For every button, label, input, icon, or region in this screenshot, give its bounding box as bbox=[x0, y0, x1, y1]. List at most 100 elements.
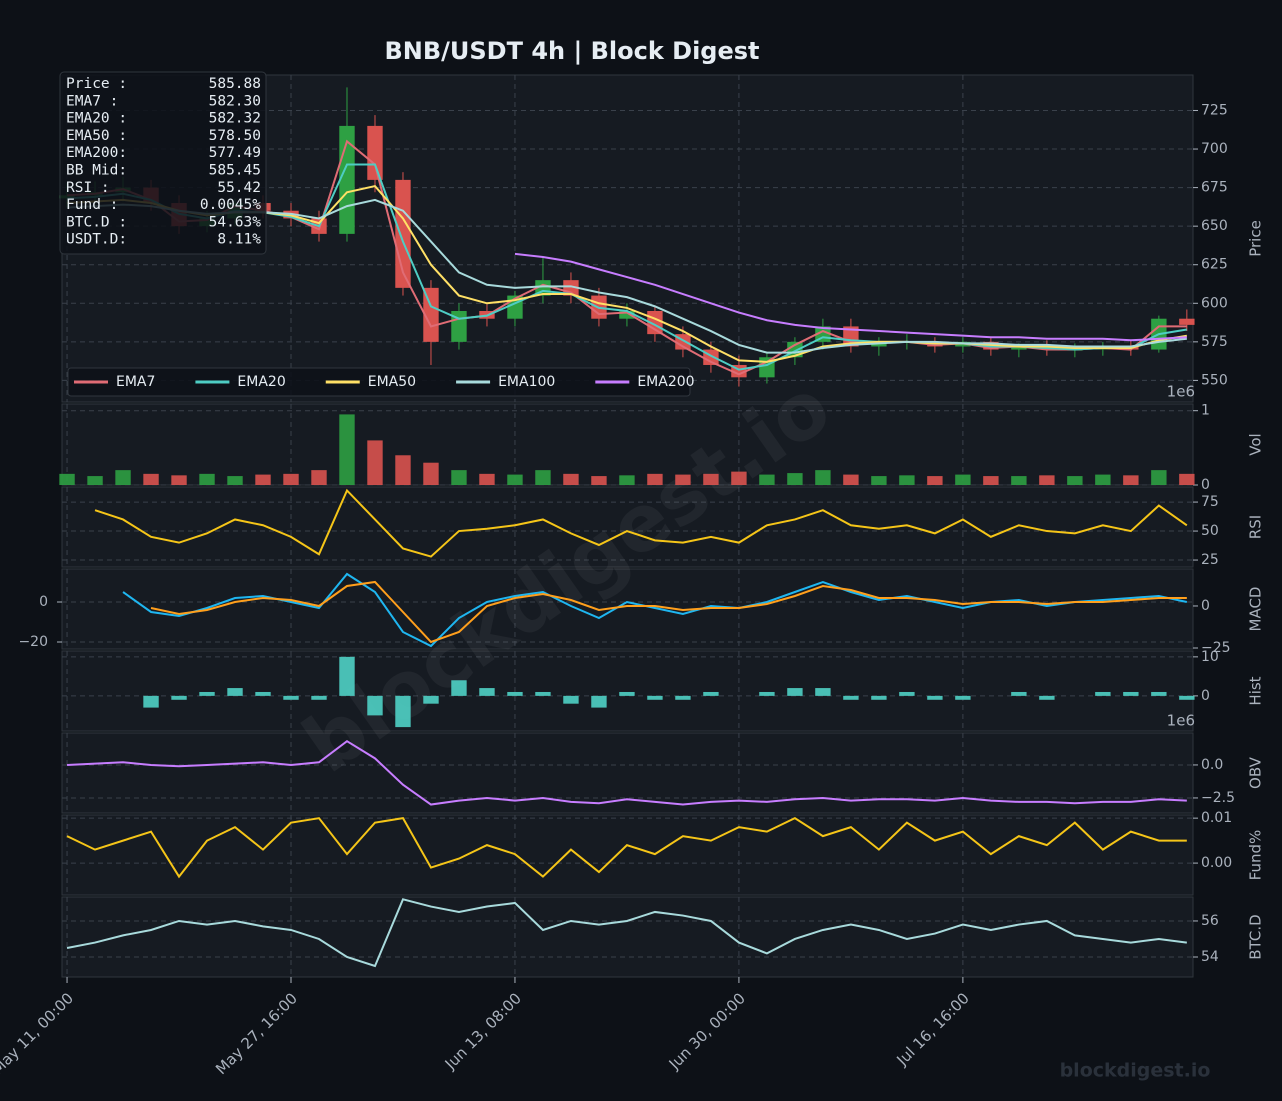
chart-title: BNB/USDT 4h | Block Digest bbox=[384, 37, 759, 65]
bar bbox=[171, 695, 187, 700]
legend-label: EMA7 bbox=[116, 374, 155, 390]
bar bbox=[255, 691, 271, 696]
bar bbox=[1151, 691, 1167, 696]
y-tick-label: 0 bbox=[1201, 477, 1210, 493]
bar bbox=[647, 695, 663, 700]
line-series bbox=[122, 572, 1188, 648]
bar bbox=[227, 476, 243, 485]
bar bbox=[871, 695, 887, 700]
bar bbox=[787, 473, 803, 485]
bar bbox=[507, 474, 523, 485]
info-value: 585.88 bbox=[209, 76, 261, 92]
y-tick-label: −2.5 bbox=[1201, 790, 1235, 806]
info-value: 8.11% bbox=[217, 232, 261, 248]
bar bbox=[871, 476, 887, 485]
y-tick-label: 10 bbox=[1201, 649, 1219, 665]
footer-watermark: blockdigest.io bbox=[1060, 1060, 1211, 1082]
bar bbox=[703, 473, 719, 485]
bar bbox=[1179, 695, 1195, 700]
bar bbox=[899, 475, 915, 485]
bar bbox=[339, 656, 355, 696]
y-tick-label: 0 bbox=[39, 594, 48, 610]
bar bbox=[1011, 476, 1027, 485]
bar bbox=[535, 470, 551, 485]
bar bbox=[955, 695, 971, 700]
info-value: 0.0045% bbox=[200, 197, 261, 213]
offset-label: 1e6 bbox=[1167, 383, 1195, 401]
bar bbox=[927, 695, 943, 700]
bar bbox=[591, 476, 607, 485]
bar bbox=[255, 474, 271, 485]
y-axis-label: RSI bbox=[1247, 515, 1265, 539]
info-value: 582.32 bbox=[209, 111, 261, 127]
info-label: Price : bbox=[66, 76, 127, 92]
info-value: 54.63% bbox=[209, 214, 262, 230]
line-series bbox=[66, 817, 1187, 879]
line-series bbox=[94, 488, 1188, 558]
bar bbox=[367, 440, 383, 485]
bar bbox=[591, 695, 607, 708]
bar bbox=[759, 691, 775, 696]
legend-box bbox=[67, 367, 691, 397]
legend-label: EMA50 bbox=[368, 374, 416, 390]
bar bbox=[87, 476, 103, 485]
info-label: EMA50 : bbox=[66, 128, 127, 144]
candle-body bbox=[619, 310, 635, 319]
y-axis-label: Hist bbox=[1247, 676, 1265, 705]
info-label: USDT.D: bbox=[66, 232, 127, 248]
candle-body bbox=[1011, 346, 1027, 350]
y-tick-label: 25 bbox=[1201, 552, 1219, 568]
info-box bbox=[59, 71, 267, 255]
bar bbox=[1151, 470, 1167, 485]
y-axis-label: OBV bbox=[1247, 756, 1265, 789]
bar bbox=[983, 476, 999, 485]
y-tick-label: 0.0 bbox=[1201, 757, 1223, 773]
bar bbox=[1123, 691, 1139, 696]
y-tick-label: 725 bbox=[1201, 102, 1228, 118]
panel-background bbox=[61, 814, 1194, 896]
bar bbox=[283, 695, 299, 700]
panel-background bbox=[61, 896, 1194, 978]
bar bbox=[675, 474, 691, 485]
bar bbox=[1123, 475, 1139, 485]
y-tick-label: 54 bbox=[1201, 949, 1219, 965]
line-series bbox=[66, 898, 1187, 968]
bar bbox=[563, 473, 579, 485]
candle-body bbox=[423, 287, 439, 342]
y-axis-label: Fund% bbox=[1247, 830, 1265, 881]
bar bbox=[283, 473, 299, 485]
info-value: 578.50 bbox=[209, 128, 261, 144]
y-tick-label: 56 bbox=[1201, 913, 1219, 929]
y-tick-label: 575 bbox=[1201, 334, 1228, 350]
y-axis-label: BTC.D bbox=[1247, 914, 1265, 959]
bar bbox=[899, 691, 915, 696]
y2-tick-label: −25 bbox=[1201, 640, 1231, 656]
y-tick-label: 600 bbox=[1201, 295, 1228, 311]
info-label: BTC.D : bbox=[66, 214, 127, 230]
info-value: 582.30 bbox=[209, 93, 261, 109]
bar bbox=[1179, 473, 1195, 485]
info-value: 55.42 bbox=[217, 180, 261, 196]
info-label: RSI : bbox=[66, 180, 110, 196]
bar bbox=[59, 473, 75, 485]
panel-background bbox=[61, 403, 1194, 486]
info-label: Fund : bbox=[66, 197, 118, 213]
line-series bbox=[150, 580, 1187, 644]
bar bbox=[843, 695, 859, 700]
bar bbox=[143, 473, 159, 485]
offset-label: 1e6 bbox=[1167, 712, 1195, 730]
candle-body bbox=[367, 125, 383, 180]
bar bbox=[843, 474, 859, 485]
bar bbox=[115, 470, 131, 485]
bar bbox=[1095, 474, 1111, 485]
bar bbox=[479, 688, 495, 696]
info-value: 577.49 bbox=[209, 145, 261, 161]
bar bbox=[339, 414, 355, 485]
bar bbox=[507, 691, 523, 696]
y-axis-label: Price bbox=[1247, 220, 1265, 257]
bar bbox=[311, 470, 327, 485]
legend-label: EMA100 bbox=[498, 374, 555, 390]
bar bbox=[535, 691, 551, 696]
bar bbox=[143, 695, 159, 708]
y-tick-label: −20 bbox=[18, 634, 48, 650]
